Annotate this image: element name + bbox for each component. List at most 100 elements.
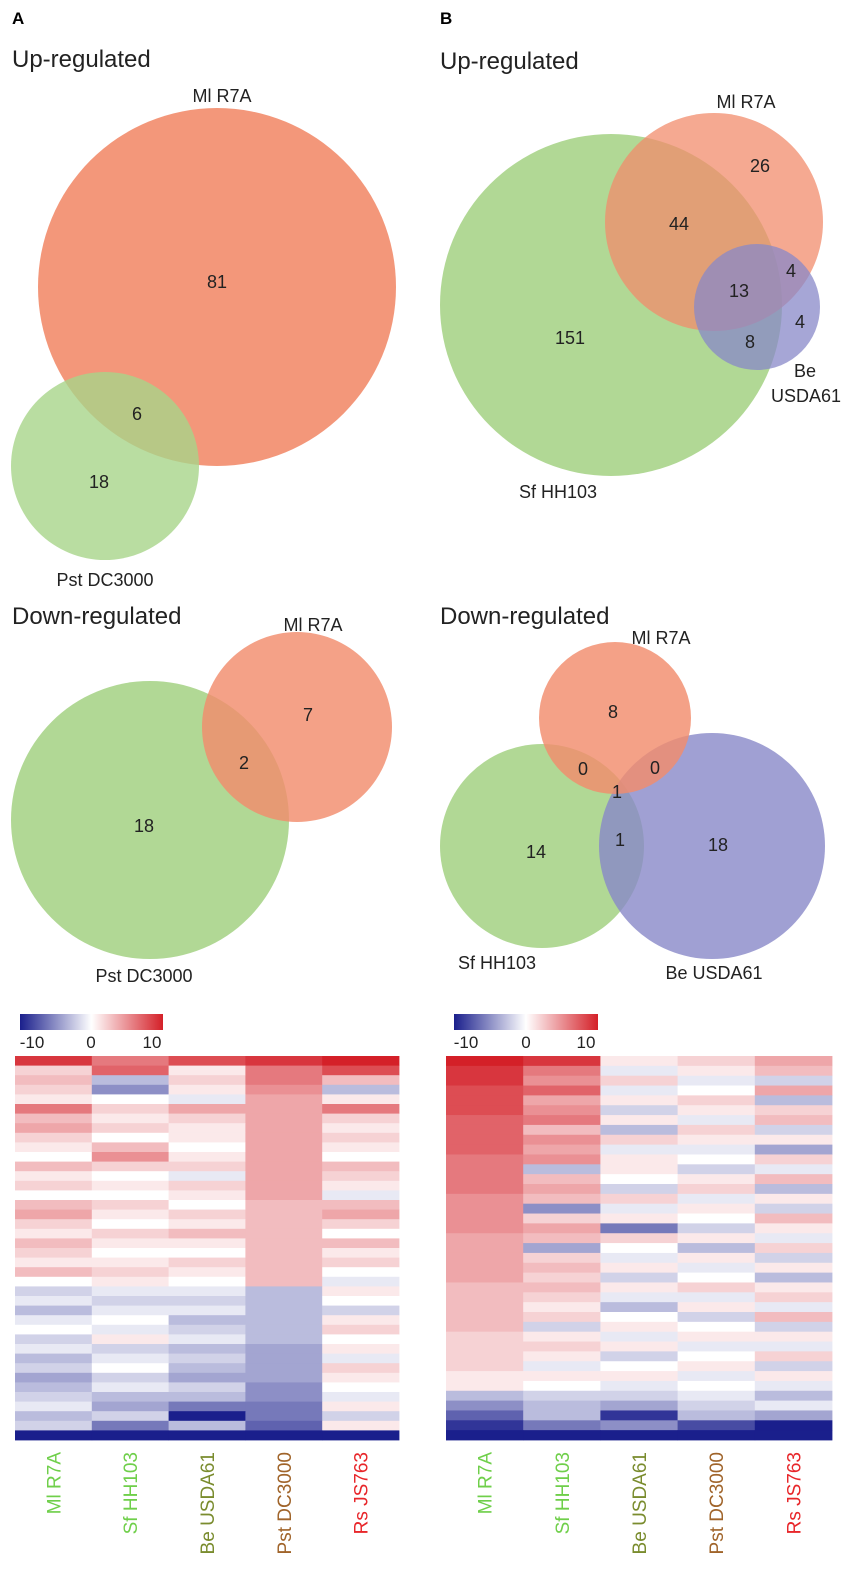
venn-b-down-label-ml-r7a: Ml R7A [631, 628, 690, 648]
heatmap-a-cell [322, 1315, 400, 1326]
heatmap-a-cell [245, 1296, 323, 1306]
heatmap-a-cell [245, 1056, 323, 1066]
heatmap-a-cell [245, 1363, 323, 1374]
heatmap-b-cell [754, 1056, 833, 1067]
heatmap-b-cell [446, 1115, 524, 1126]
heatmap-a-cells [15, 1056, 400, 1441]
heatmap-a-cell [91, 1420, 169, 1431]
heatmap-a-cell [322, 1411, 400, 1422]
venn-b-up-count-ml-sf: 44 [669, 214, 689, 234]
heatmap-a-cell [91, 1142, 169, 1153]
venn-b-down: Ml R7A Sf HH103 Be USDA61 8 0 0 1 14 1 1… [440, 628, 825, 983]
heatmap-b-cell [677, 1065, 756, 1077]
heatmap-a-cell [15, 1209, 93, 1220]
heatmap-a-cell [322, 1056, 400, 1066]
heatmap-b-cell [754, 1174, 833, 1185]
heatmap-b-cell [754, 1233, 833, 1244]
heatmap-b-column-labels: Ml R7A Sf HH103 Be USDA61 Pst DC3000 Rs JS76… [476, 1452, 806, 1555]
heatmap-a-cell [322, 1238, 400, 1249]
heatmap-b-cell [523, 1321, 601, 1333]
heatmap-a-cell [15, 1132, 93, 1143]
heatmap-b-cell [600, 1095, 678, 1106]
heatmap-a-cell [322, 1363, 400, 1374]
heatmap-b-cell [677, 1420, 756, 1431]
heatmap-b-cell [600, 1331, 678, 1342]
heatmap-b-cell [600, 1174, 678, 1185]
heatmap-b-cell [754, 1193, 833, 1205]
heatmap-a-cell [168, 1123, 246, 1134]
heatmap-a-cell [15, 1420, 93, 1431]
heatmap-a-cell [168, 1171, 246, 1182]
venn-b-down-circle-ml-r7a [539, 642, 691, 794]
heatmap-a-cell [322, 1104, 400, 1114]
heatmap-a-cell [91, 1334, 169, 1345]
heatmap-b-cell [677, 1400, 756, 1411]
heatmap-a-cell [91, 1267, 169, 1278]
heatmap-b-cell [600, 1361, 678, 1372]
heatmap-b-cell [677, 1410, 756, 1421]
heatmap-b-cell [677, 1124, 756, 1136]
heatmap-b-cell [677, 1321, 756, 1333]
heatmap-a-cell [91, 1209, 169, 1220]
heatmap-b-cell [523, 1075, 601, 1086]
heatmap-b-cell [446, 1134, 524, 1146]
heatmap-a-cell [245, 1382, 323, 1393]
heatmap-b-cell [754, 1400, 833, 1411]
heatmap-a-cell [91, 1171, 169, 1182]
heatmap-b-cell [677, 1252, 756, 1264]
heatmap-a-cell [245, 1113, 323, 1124]
heatmap-a-cell [15, 1353, 93, 1364]
heatmap-b-cell [446, 1410, 524, 1421]
panel-letter-b: B [440, 9, 452, 28]
heatmap-b-cell [600, 1262, 678, 1274]
heatmap-b-cell [754, 1134, 833, 1146]
colorbar-b-tick-max: 10 [577, 1033, 596, 1052]
heatmap-a-cell [322, 1084, 400, 1095]
heatmap-a-cell [322, 1324, 400, 1335]
heatmap-a-cell [168, 1392, 246, 1402]
heatmap-a-cell [168, 1056, 246, 1066]
venn-b-down-count-ml-sf: 0 [578, 759, 588, 779]
heatmap-a-cell [168, 1353, 246, 1364]
section-title-a-up: Up-regulated [12, 46, 151, 73]
heatmap-a-cell [245, 1065, 323, 1076]
venn-a-up-count-pst-only: 18 [89, 472, 109, 492]
heatmap-b-cell [677, 1361, 756, 1372]
heatmap-a-cell [245, 1075, 323, 1086]
heatmap-a-cell [322, 1152, 400, 1162]
heatmap-a-cell [245, 1142, 323, 1153]
heatmap-a-cell [15, 1315, 93, 1326]
heatmap-b-cell [754, 1410, 833, 1421]
heatmap-a-cell [245, 1392, 323, 1402]
heatmap-a-cell [168, 1363, 246, 1374]
heatmap-b-cell [600, 1085, 678, 1096]
heatmap-a-cell [245, 1132, 323, 1143]
venn-b-up-label-be: Be [794, 361, 816, 381]
heatmap-b-cell [754, 1351, 833, 1362]
heatmap-b-cell [523, 1410, 601, 1421]
heatmap-b-cell [677, 1380, 756, 1392]
heatmap-b-cell [523, 1134, 601, 1146]
heatmap-a-cell [91, 1200, 169, 1210]
heatmap-b-cell [754, 1184, 833, 1195]
panel-letter-a: A [12, 9, 24, 28]
heatmap-b-cell [754, 1390, 833, 1402]
heatmap-b-cell [600, 1420, 678, 1431]
heatmap-a-cell [91, 1353, 169, 1364]
venn-b-up-count-ml-only: 26 [750, 156, 770, 176]
heatmap-b-cell [677, 1331, 756, 1342]
heatmap-b-cell [523, 1213, 601, 1224]
heatmap-b-cell [600, 1351, 678, 1362]
heatmap-a-cell [168, 1248, 246, 1258]
heatmap-b-cell [754, 1223, 833, 1234]
heatmap-a-cell [245, 1353, 323, 1364]
heatmap-b-cell [600, 1430, 678, 1441]
heatmap-a-cell [245, 1200, 323, 1210]
heatmap-a-cell [91, 1228, 169, 1239]
heatmap-a-cell [15, 1104, 93, 1114]
heatmap-a-cell [245, 1257, 323, 1268]
heatmap-a-cell [91, 1075, 169, 1086]
heatmap-b-cell [600, 1292, 678, 1303]
heatmap-b-cell [523, 1371, 601, 1382]
heatmap-b-cell [446, 1302, 524, 1313]
